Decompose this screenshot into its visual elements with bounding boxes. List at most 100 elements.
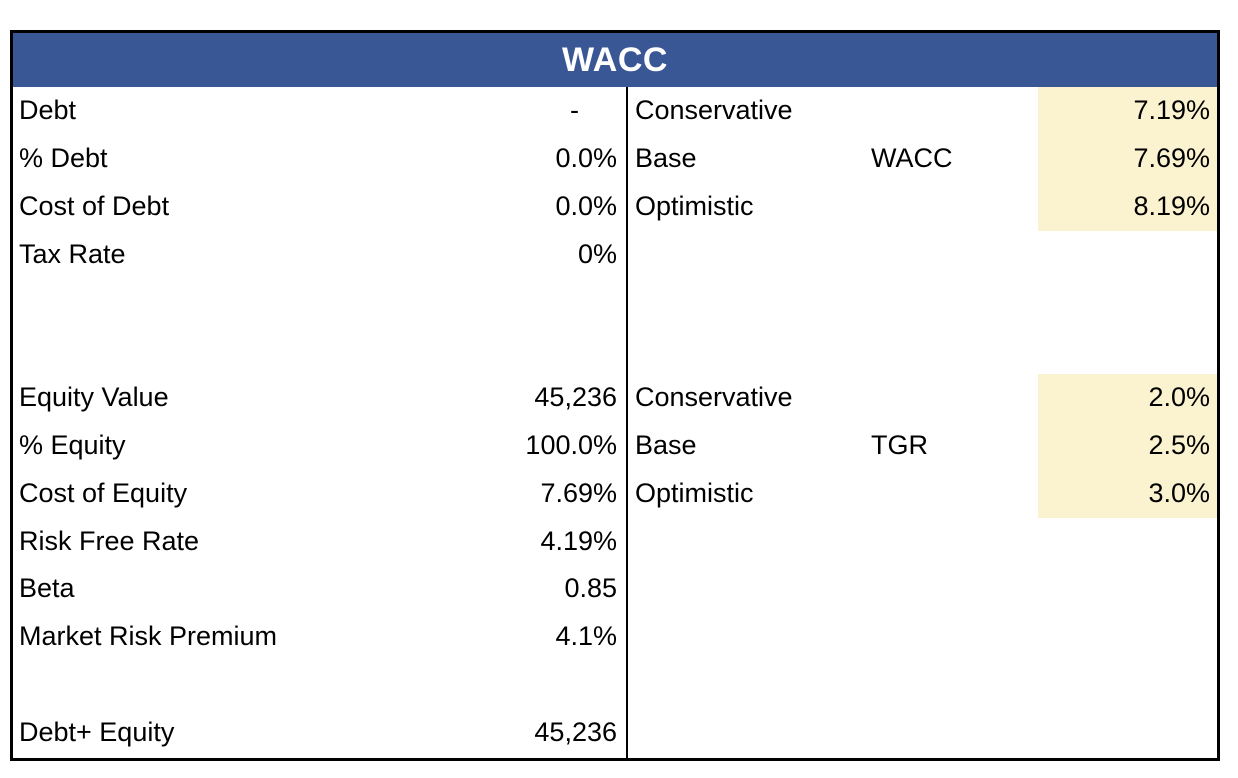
scenario-label (628, 518, 871, 566)
row-label: Cost of Debt (19, 190, 170, 221)
row-label (13, 278, 19, 326)
table-row: Debt - (13, 87, 626, 135)
wacc-inputs-pane: Debt - % Debt 0.0% Cost of Debt 0.0% Tax… (13, 87, 628, 758)
table-row: Risk Free Rate 4.19% (13, 518, 626, 566)
metric-label (871, 565, 1038, 613)
row-value: 0.0% (555, 190, 617, 221)
metric-label (871, 661, 1038, 709)
scenario-label (628, 326, 871, 374)
scenario-label: Base (635, 142, 697, 173)
table-row (628, 661, 1217, 709)
table-title-bar: WACC (13, 33, 1217, 87)
metric-label (871, 231, 1038, 279)
row-value: 45,236 (534, 716, 617, 747)
scenario-label (628, 709, 871, 757)
scenario-value: 8.19% (1038, 182, 1217, 231)
metric-label (871, 470, 1038, 518)
table-row (13, 661, 626, 709)
scenario-value (1038, 565, 1217, 613)
metric-label: WACC (871, 142, 953, 173)
table-row: Tax Rate 0% (13, 231, 626, 279)
row-value (617, 661, 626, 709)
row-value (617, 326, 626, 374)
table-title: WACC (562, 40, 668, 79)
row-value: 4.1% (555, 621, 617, 652)
table-row (628, 613, 1217, 661)
row-label: Debt+ Equity (19, 716, 175, 747)
scenario-value (1038, 278, 1217, 326)
table-row: Conservative 7.19% (628, 87, 1217, 135)
scenario-value (1038, 518, 1217, 566)
table-row: Equity Value 45,236 (13, 374, 626, 422)
table-row: Conservative 2.0% (628, 374, 1217, 422)
row-label (13, 326, 19, 374)
metric-label (871, 613, 1038, 661)
scenario-value (1038, 661, 1217, 709)
table-row (628, 231, 1217, 279)
table-row: Debt+ Equity 45,236 (13, 709, 626, 757)
metric-label: TGR (871, 429, 928, 460)
scenario-value: 7.69% (1038, 134, 1217, 183)
scenario-label: Optimistic (635, 477, 754, 508)
row-label: Market Risk Premium (19, 621, 278, 652)
scenario-label: Conservative (635, 382, 793, 413)
table-row (628, 709, 1217, 757)
table-row: Optimistic 8.19% (628, 182, 1217, 231)
row-value: 100.0% (525, 429, 617, 460)
table-row (13, 326, 626, 374)
scenario-value (1038, 231, 1217, 279)
scenario-pane: Conservative 7.19% Base WACC 7.69% Optim… (628, 87, 1217, 758)
metric-label (871, 326, 1038, 374)
scenario-label (628, 565, 871, 613)
row-value: 45,236 (534, 382, 617, 413)
scenario-label (628, 231, 871, 279)
scenario-label (628, 278, 871, 326)
row-value: 0.85 (564, 573, 617, 604)
row-label (13, 661, 19, 709)
scenario-value: 2.0% (1038, 374, 1217, 422)
row-value: 4.19% (540, 525, 617, 556)
row-value: 0.0% (555, 142, 617, 173)
scenario-label (628, 661, 871, 709)
row-value: 0% (577, 238, 617, 269)
table-row (628, 278, 1217, 326)
row-label: Cost of Equity (19, 477, 188, 508)
wacc-table: WACC Debt - % Debt 0.0% Cost of Debt 0.0… (10, 30, 1220, 761)
table-row: Base TGR 2.5% (628, 421, 1217, 470)
metric-label (871, 87, 1038, 135)
metric-label (871, 709, 1038, 757)
table-row (628, 565, 1217, 613)
scenario-label: Conservative (635, 95, 793, 125)
table-body: Debt - % Debt 0.0% Cost of Debt 0.0% Tax… (13, 87, 1217, 758)
table-row (628, 518, 1217, 566)
table-row: Cost of Equity 7.69% (13, 470, 626, 518)
row-value (617, 278, 626, 326)
scenario-label: Optimistic (635, 190, 754, 221)
table-row: Base WACC 7.69% (628, 134, 1217, 183)
table-row: Market Risk Premium 4.1% (13, 613, 626, 661)
metric-label (871, 518, 1038, 566)
scenario-label (628, 613, 871, 661)
table-row: Beta 0.85 (13, 565, 626, 613)
scenario-label: Base (635, 429, 697, 460)
table-row (628, 326, 1217, 374)
row-label: Beta (19, 573, 75, 604)
metric-label (871, 278, 1038, 326)
row-label: Tax Rate (19, 238, 126, 269)
scenario-value: 7.19% (1038, 87, 1217, 135)
scenario-value (1038, 326, 1217, 374)
metric-label (871, 374, 1038, 422)
table-row: Optimistic 3.0% (628, 469, 1217, 518)
row-label: Risk Free Rate (19, 525, 200, 556)
row-label: % Debt (19, 142, 108, 173)
scenario-value (1038, 709, 1217, 757)
row-label: Debt (19, 95, 77, 125)
row-value: 7.69% (540, 477, 617, 508)
scenario-value (1038, 613, 1217, 661)
scenario-value: 2.5% (1038, 421, 1217, 470)
table-row (13, 278, 626, 326)
row-label: Equity Value (19, 382, 169, 413)
table-row: % Debt 0.0% (13, 135, 626, 183)
metric-label (871, 183, 1038, 231)
